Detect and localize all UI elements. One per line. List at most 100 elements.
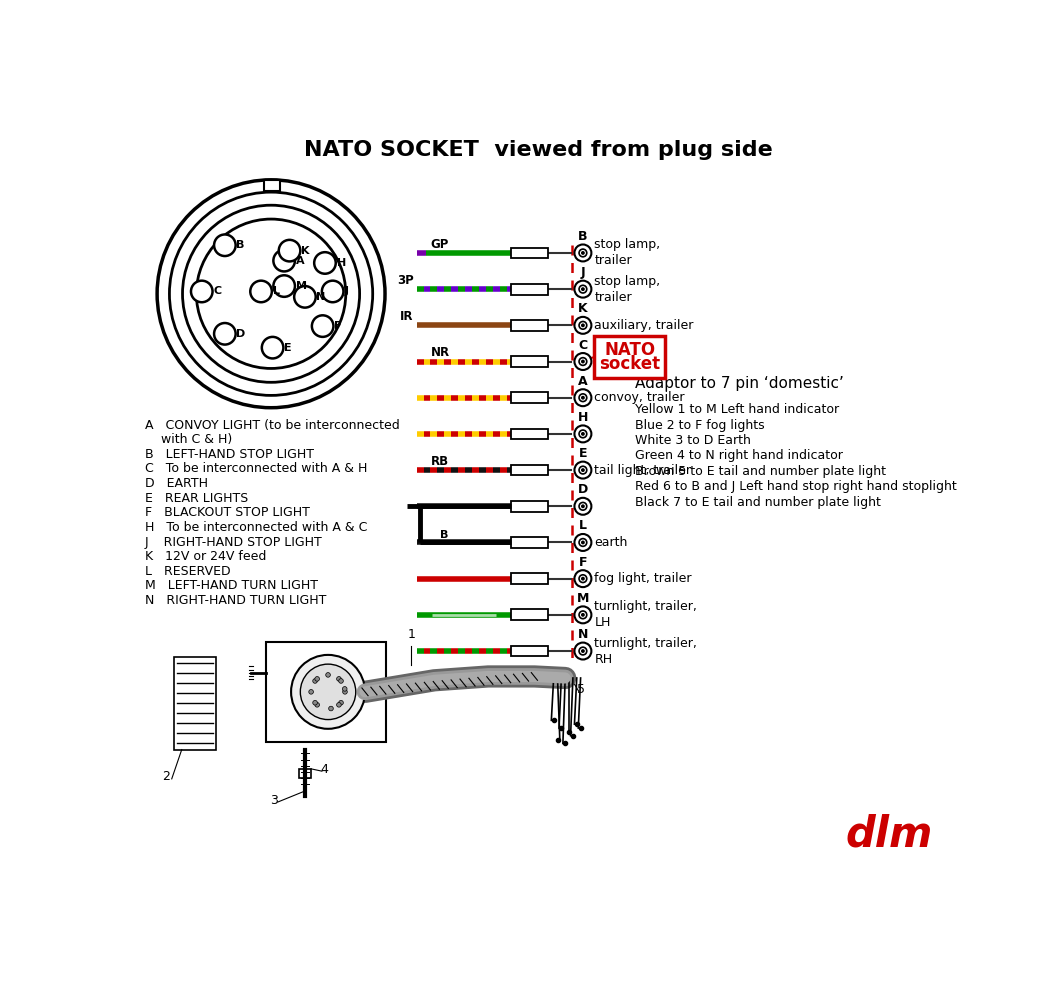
Bar	[511, 537, 549, 548]
Text: NATO SOCKET  viewed from plug side: NATO SOCKET viewed from plug side	[304, 140, 772, 160]
FancyBboxPatch shape	[298, 769, 311, 778]
Circle shape	[315, 677, 320, 682]
Circle shape	[575, 497, 592, 515]
Text: D: D	[578, 484, 589, 496]
Text: socket: socket	[599, 355, 660, 373]
Text: D   EARTH: D EARTH	[145, 477, 208, 490]
Circle shape	[581, 360, 584, 363]
Circle shape	[294, 286, 315, 307]
Circle shape	[581, 541, 584, 545]
Circle shape	[579, 394, 586, 402]
Circle shape	[338, 700, 344, 705]
Circle shape	[191, 281, 212, 302]
Circle shape	[579, 286, 586, 293]
Text: dlm: dlm	[846, 814, 933, 856]
Text: K   12V or 24V feed: K 12V or 24V feed	[145, 551, 266, 563]
Text: E: E	[284, 343, 292, 353]
Text: C: C	[578, 339, 588, 352]
Text: 4: 4	[321, 762, 328, 776]
Text: Yellow 1 to M Left hand indicator: Yellow 1 to M Left hand indicator	[635, 403, 839, 416]
Text: auxiliary, trailer: auxiliary, trailer	[595, 319, 694, 332]
Text: J    RIGHT-HAND STOP LIGHT: J RIGHT-HAND STOP LIGHT	[145, 536, 323, 549]
Text: B: B	[578, 230, 588, 243]
Circle shape	[579, 611, 586, 619]
Circle shape	[312, 315, 333, 337]
Circle shape	[301, 664, 355, 720]
Text: F   BLACKOUT STOP LIGHT: F BLACKOUT STOP LIGHT	[145, 506, 310, 519]
Circle shape	[575, 426, 592, 442]
Circle shape	[309, 690, 313, 694]
Circle shape	[581, 251, 584, 255]
Text: A: A	[578, 374, 588, 388]
Bar	[264, 180, 280, 190]
Circle shape	[575, 534, 592, 551]
Text: A   CONVOY LIGHT (to be interconnected: A CONVOY LIGHT (to be interconnected	[145, 419, 399, 431]
Circle shape	[575, 607, 592, 624]
Circle shape	[214, 323, 235, 345]
Circle shape	[581, 323, 584, 327]
Circle shape	[575, 281, 592, 297]
Circle shape	[575, 317, 592, 334]
Text: turnlight, trailer,
LH: turnlight, trailer, LH	[595, 600, 697, 629]
Circle shape	[581, 468, 584, 472]
Text: turnlight, trailer,
RH: turnlight, trailer, RH	[595, 636, 697, 666]
Text: J: J	[580, 266, 585, 279]
Text: H: H	[336, 258, 346, 268]
Circle shape	[575, 389, 592, 406]
Circle shape	[575, 462, 592, 479]
Text: B: B	[236, 240, 245, 250]
Text: N: N	[316, 292, 326, 301]
Circle shape	[581, 288, 584, 291]
Circle shape	[579, 575, 586, 582]
Text: 2: 2	[162, 770, 170, 783]
Circle shape	[315, 702, 320, 707]
Bar	[511, 610, 549, 621]
Circle shape	[262, 337, 284, 359]
Circle shape	[579, 647, 586, 655]
Circle shape	[575, 244, 592, 261]
Text: fog light, trailer: fog light, trailer	[595, 572, 692, 585]
Circle shape	[579, 358, 586, 365]
Circle shape	[581, 613, 584, 617]
Circle shape	[579, 321, 586, 329]
Text: L   RESERVED: L RESERVED	[145, 564, 230, 578]
Circle shape	[581, 504, 584, 508]
Circle shape	[575, 570, 592, 587]
Text: L: L	[272, 287, 280, 296]
Text: 3P: 3P	[397, 274, 413, 287]
Bar	[511, 247, 549, 258]
Circle shape	[581, 577, 584, 580]
Bar	[511, 645, 549, 656]
FancyBboxPatch shape	[595, 336, 665, 377]
Text: 1: 1	[408, 628, 415, 641]
Circle shape	[279, 240, 301, 261]
Text: 3: 3	[270, 794, 279, 807]
Circle shape	[343, 687, 347, 691]
Text: B: B	[439, 530, 448, 540]
Circle shape	[579, 466, 586, 474]
Text: K: K	[578, 302, 588, 315]
Circle shape	[581, 649, 584, 653]
Text: M: M	[577, 592, 590, 605]
Bar	[511, 392, 549, 403]
Circle shape	[579, 430, 586, 437]
Text: NR: NR	[431, 346, 450, 360]
Circle shape	[575, 353, 592, 370]
Text: with C & H): with C & H)	[145, 433, 232, 446]
Text: H   To be interconnected with A & C: H To be interconnected with A & C	[145, 521, 367, 534]
Text: Brown 5 to E tail and number plate light: Brown 5 to E tail and number plate light	[635, 465, 886, 478]
Text: A: A	[295, 256, 305, 266]
Circle shape	[575, 642, 592, 660]
Bar	[511, 284, 549, 295]
Text: M   LEFT-HAND TURN LIGHT: M LEFT-HAND TURN LIGHT	[145, 579, 317, 592]
Circle shape	[250, 281, 272, 302]
Text: GP: GP	[431, 237, 449, 250]
Circle shape	[579, 502, 586, 510]
Circle shape	[313, 700, 317, 705]
Circle shape	[313, 679, 317, 684]
Circle shape	[273, 275, 295, 296]
Circle shape	[273, 250, 295, 272]
Text: Blue 2 to F fog lights: Blue 2 to F fog lights	[635, 419, 764, 431]
Text: RB: RB	[431, 455, 449, 468]
Text: 5: 5	[577, 684, 584, 696]
